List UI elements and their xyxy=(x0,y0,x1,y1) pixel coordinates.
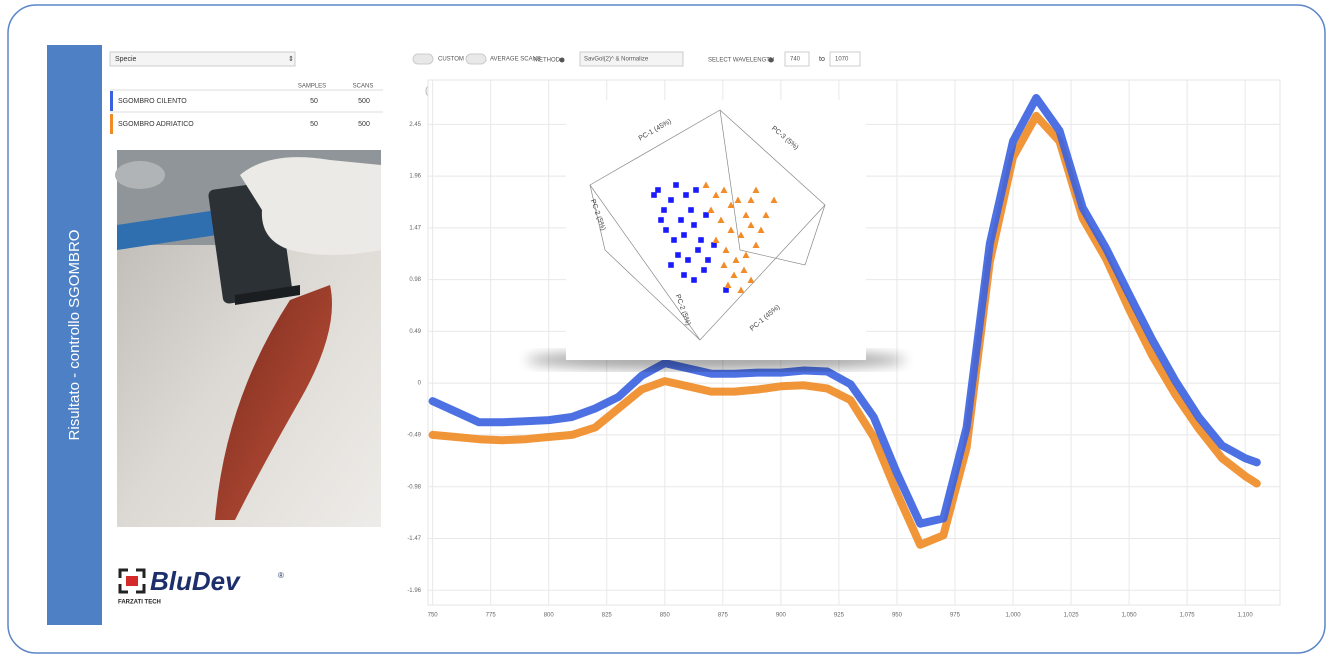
row-samples: 50 xyxy=(310,98,318,105)
x-tick-label: 1,100 xyxy=(1238,613,1254,619)
y-tick-label: -1.96 xyxy=(407,588,421,594)
pca-point xyxy=(651,192,657,198)
y-tick-label: 2.45 xyxy=(409,122,421,128)
x-tick-label: 875 xyxy=(718,613,729,619)
pca-point xyxy=(668,262,674,268)
pca-point xyxy=(655,187,661,193)
pca-point xyxy=(691,222,697,228)
pca-point xyxy=(668,197,674,203)
info-icon[interactable] xyxy=(769,58,774,63)
y-tick-label: 0.49 xyxy=(409,329,421,335)
pca-point xyxy=(678,217,684,223)
pca-point xyxy=(663,227,669,233)
x-tick-label: 975 xyxy=(950,613,961,619)
table-header: SCANS xyxy=(353,84,374,90)
toggle[interactable] xyxy=(466,54,486,64)
dropdown-arrow: ⇕ xyxy=(288,55,294,63)
wavelength-label: SELECT WAVELENGTH xyxy=(708,58,774,64)
pca-point xyxy=(705,257,711,263)
logo-registered: ® xyxy=(278,571,284,580)
pca-point xyxy=(673,182,679,188)
to-value: 1070 xyxy=(835,57,849,63)
row-name: SGOMBRO ADRIATICO xyxy=(118,121,194,128)
logo-brand: BluDev xyxy=(150,566,241,596)
pca-point xyxy=(661,207,667,213)
pca-point xyxy=(703,212,709,218)
info-icon[interactable] xyxy=(560,58,565,63)
pca-point xyxy=(695,247,701,253)
x-tick-label: 850 xyxy=(660,613,671,619)
x-tick-label: 825 xyxy=(602,613,613,619)
pca-point xyxy=(711,242,717,248)
toggle[interactable] xyxy=(413,54,433,64)
y-tick-label: -1.47 xyxy=(407,536,421,542)
table-header: SAMPLES xyxy=(298,84,326,90)
y-tick-label: 0.98 xyxy=(409,277,421,283)
screenshot: Risultato - controllo SGOMBRO Specie ⇕ S… xyxy=(0,0,1332,659)
to-label: to xyxy=(819,56,825,63)
pca-point xyxy=(693,187,699,193)
row-samples: 50 xyxy=(310,121,318,128)
logo-company: FARZATI TECH xyxy=(118,600,161,606)
method-value: SavGol(2)^ & Normalize xyxy=(584,57,649,63)
row-color xyxy=(110,114,113,134)
species-dropdown[interactable] xyxy=(110,52,295,66)
x-tick-label: 900 xyxy=(776,613,787,619)
pca-point xyxy=(675,252,681,258)
x-tick-label: 950 xyxy=(892,613,903,619)
pca-point xyxy=(681,232,687,238)
row-color xyxy=(110,91,113,111)
pca-point xyxy=(671,237,677,243)
row-scans: 500 xyxy=(358,98,370,105)
y-tick-label: 1.47 xyxy=(409,225,421,231)
x-tick-label: 800 xyxy=(544,613,555,619)
from-value: 740 xyxy=(790,57,801,63)
y-tick-label: 1.96 xyxy=(409,174,421,180)
pca-point xyxy=(658,217,664,223)
sidebar-title: Risultato - controllo SGOMBRO xyxy=(66,230,83,441)
x-tick-label: 750 xyxy=(428,613,439,619)
pca-point xyxy=(698,237,704,243)
dropdown-text: Specie xyxy=(115,56,137,63)
pca-point xyxy=(685,257,691,263)
x-tick-label: 1,075 xyxy=(1180,613,1196,619)
y-tick-label: -0.98 xyxy=(407,484,421,490)
row-scans: 500 xyxy=(358,121,370,128)
pca-point xyxy=(701,267,707,273)
y-tick-label: -0.49 xyxy=(407,433,421,439)
pca-point xyxy=(691,277,697,283)
pca-point xyxy=(681,272,687,278)
photo xyxy=(115,150,381,527)
method-label: METHOD xyxy=(534,58,561,64)
x-tick-label: 1,050 xyxy=(1122,613,1138,619)
row-name: SGOMBRO CILENTO xyxy=(118,98,187,105)
pca-inset xyxy=(566,100,866,360)
x-tick-label: 925 xyxy=(834,613,845,619)
pca-point xyxy=(683,192,689,198)
x-tick-label: 775 xyxy=(486,613,497,619)
x-tick-label: 1,000 xyxy=(1006,613,1022,619)
pca-point xyxy=(723,287,729,293)
x-tick-label: 1,025 xyxy=(1064,613,1080,619)
pca-point xyxy=(688,207,694,213)
